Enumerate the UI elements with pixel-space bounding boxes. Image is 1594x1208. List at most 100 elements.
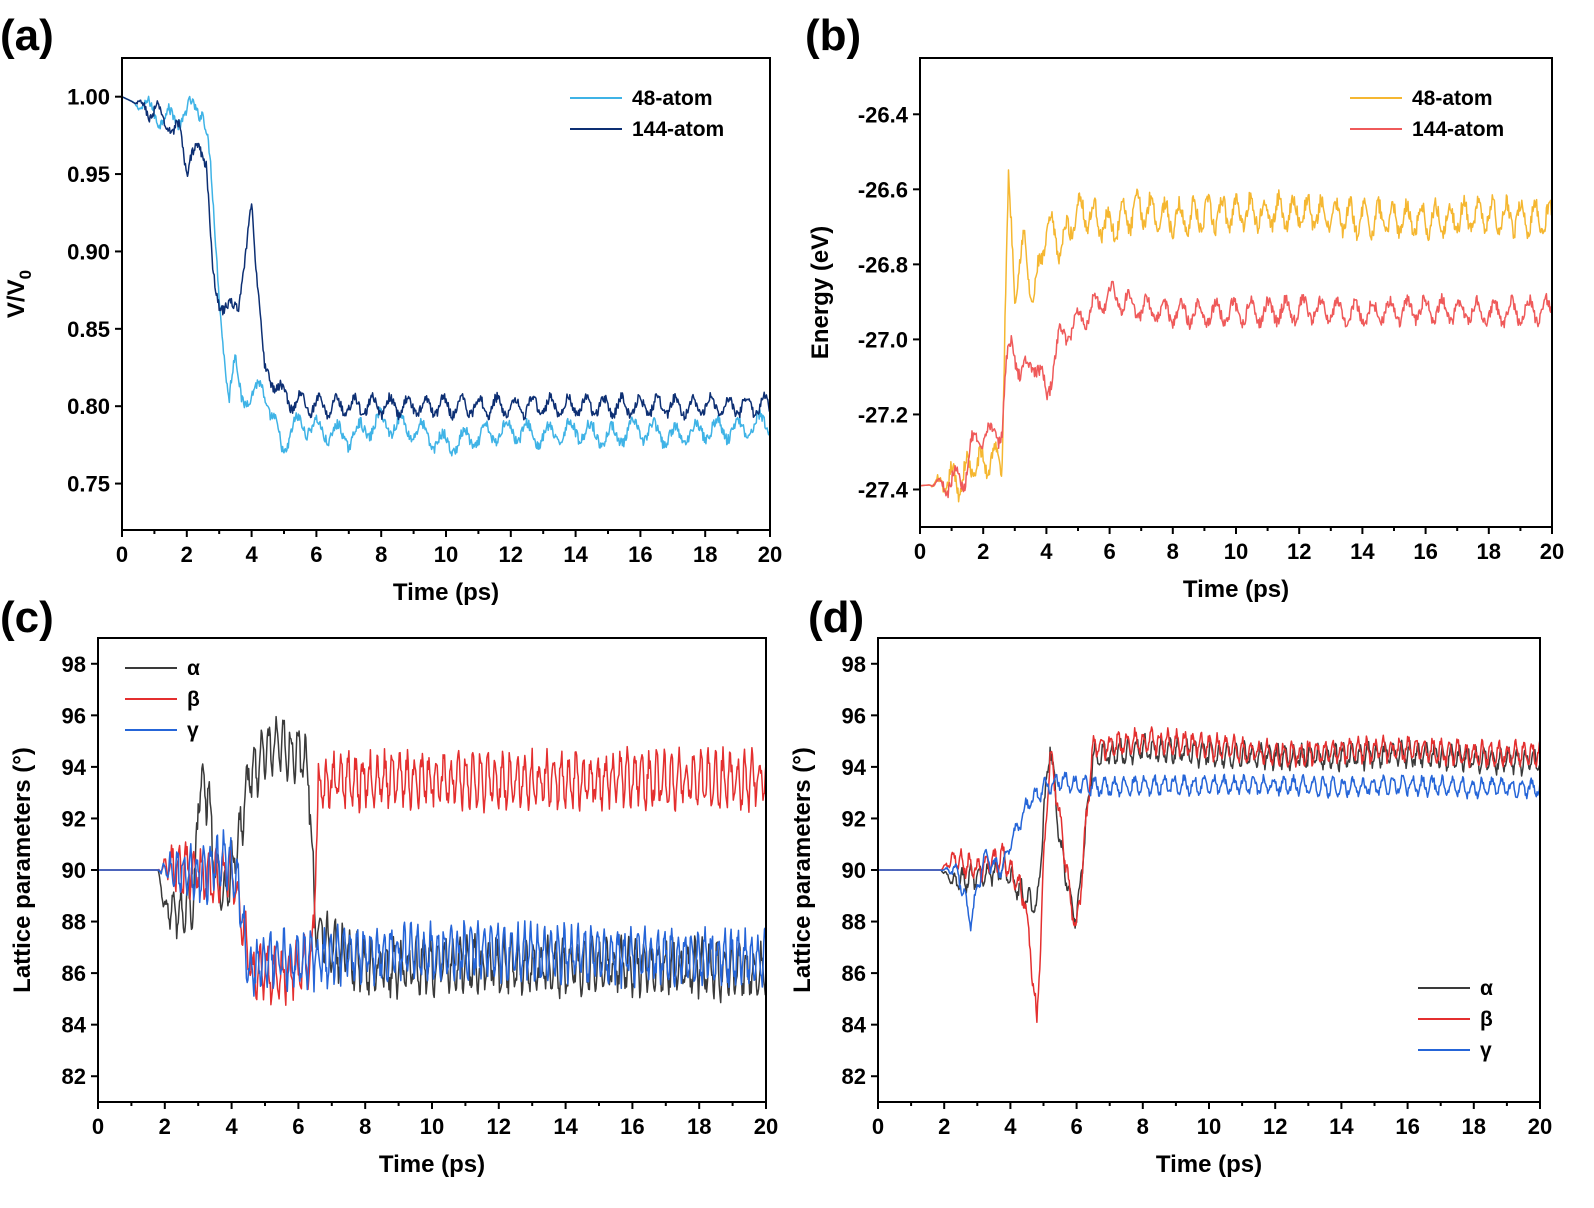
- x-tick-label: 6: [1103, 539, 1115, 564]
- y-axis-label: V/V0: [3, 270, 35, 318]
- panel-a: (a) 0 2 4 6 8 10 12 14 16 18 20 0.75 0.80 0.85 0.90 0.95…: [0, 11, 782, 606]
- legend: 48-atom 144-atom: [570, 87, 724, 141]
- panel-label: (b): [805, 11, 861, 60]
- axis-frame: [877, 637, 1541, 1103]
- series-line-1: [920, 169, 1552, 503]
- y-tick-label: 92: [842, 806, 866, 831]
- x-tick-label: 12: [487, 1114, 511, 1139]
- y-tick-label: 0.90: [67, 239, 110, 264]
- legend-label: α: [1480, 977, 1493, 1000]
- y-tick-label: 86: [842, 961, 866, 986]
- y-tick-label: 0.75: [67, 472, 110, 497]
- x-tick-label: 20: [1540, 539, 1564, 564]
- x-tick-label: 6: [292, 1114, 304, 1139]
- x-tick-label: 0: [872, 1114, 884, 1139]
- legend-label: γ: [187, 719, 199, 742]
- legend-label: β: [1480, 1008, 1493, 1031]
- series-line-2: [878, 726, 1540, 1024]
- x-tick-label: 4: [1040, 539, 1053, 564]
- x-tick-label: 12: [1263, 1114, 1287, 1139]
- x-tick-label: 8: [1137, 1114, 1149, 1139]
- legend-label: 48-atom: [1412, 87, 1493, 110]
- x-tick-label: 6: [310, 542, 322, 567]
- legend: αβγ: [125, 657, 200, 742]
- x-tick-label: 2: [181, 542, 193, 567]
- y-axis-label-subscript: 0: [16, 270, 35, 279]
- x-tick-label: 10: [1224, 539, 1248, 564]
- y-tick-label: 1.00: [67, 85, 110, 110]
- y-tick-label: 84: [842, 1013, 867, 1038]
- legend: αβγ: [1418, 977, 1493, 1062]
- series-line-1: [98, 715, 766, 1004]
- x-tick-label: 20: [1528, 1114, 1552, 1139]
- legend-label: β: [187, 688, 200, 711]
- x-tick-label: 6: [1070, 1114, 1082, 1139]
- x-tick-label: 12: [499, 542, 523, 567]
- y-tick-label: -27.0: [858, 327, 908, 352]
- x-tick-label: 18: [687, 1114, 711, 1139]
- legend-label: 144-atom: [1412, 118, 1504, 141]
- panel-c: (c) 0 2 4 6 8 10 12 14 16 18 20 82 84 86 88 90 92 94 96 98 Ti…: [0, 593, 778, 1178]
- y-tick-label: 96: [62, 703, 86, 728]
- y-tick-label: 0.95: [67, 162, 110, 187]
- x-tick-label: 20: [758, 542, 782, 567]
- x-tick-label: 16: [1395, 1114, 1419, 1139]
- y-tick-label: 90: [842, 858, 866, 883]
- y-tick-label: 0.80: [67, 394, 110, 419]
- x-tick-label: 4: [225, 1114, 238, 1139]
- series-group: [878, 726, 1540, 1024]
- x-axis-label: Time (ps): [393, 579, 499, 606]
- y-tick-label: 84: [62, 1013, 87, 1038]
- x-tick-label: 2: [977, 539, 989, 564]
- x-tick-label: 14: [1329, 1114, 1354, 1139]
- x-tick-label: 18: [693, 542, 717, 567]
- y-tick-label: -26.6: [858, 177, 908, 202]
- y-tick-label: 94: [842, 755, 867, 780]
- y-tick-label: 96: [842, 703, 866, 728]
- x-tick-label: 18: [1462, 1114, 1486, 1139]
- x-tick-label: 0: [116, 542, 128, 567]
- x-tick-label: 10: [1197, 1114, 1221, 1139]
- x-tick-label: 0: [914, 539, 926, 564]
- legend-label: 48-atom: [632, 87, 713, 110]
- y-tick-label: -27.4: [858, 477, 909, 502]
- x-axis-label: Time (ps): [1156, 1151, 1262, 1178]
- y-tick-label: 90: [62, 858, 86, 883]
- x-tick-label: 4: [1004, 1114, 1017, 1139]
- legend: 48-atom 144-atom: [1350, 87, 1504, 141]
- x-tick-label: 2: [938, 1114, 950, 1139]
- x-tick-label: 14: [563, 542, 588, 567]
- y-tick-label: 94: [62, 755, 87, 780]
- x-tick-label: 0: [92, 1114, 104, 1139]
- legend-label: γ: [1480, 1039, 1492, 1062]
- x-tick-label: 10: [420, 1114, 444, 1139]
- series-line-1: [122, 95, 770, 457]
- y-tick-label: 92: [62, 806, 86, 831]
- x-axis-label: Time (ps): [379, 1151, 485, 1178]
- y-tick-label: 98: [62, 652, 86, 677]
- y-tick-label: 88: [842, 910, 866, 935]
- x-tick-label: 16: [628, 542, 652, 567]
- y-axis-label: Lattice parameters (°): [9, 747, 36, 993]
- panel-label: (a): [0, 11, 54, 60]
- x-tick-label: 18: [1477, 539, 1501, 564]
- legend-label: α: [187, 657, 200, 680]
- y-tick-label: 0.85: [67, 317, 110, 342]
- series-group: [98, 715, 766, 1006]
- y-tick-label: 82: [842, 1064, 866, 1089]
- x-tick-label: 14: [1350, 539, 1375, 564]
- y-axis-label: Energy (eV): [807, 226, 834, 359]
- panel-label: (c): [0, 593, 54, 642]
- series-line-3: [878, 771, 1540, 932]
- series-line-2: [920, 280, 1552, 499]
- y-tick-label: -26.4: [858, 102, 909, 127]
- series-group: [920, 169, 1552, 503]
- x-tick-label: 8: [359, 1114, 371, 1139]
- legend-label: 144-atom: [632, 118, 724, 141]
- y-tick-label: 88: [62, 910, 86, 935]
- x-tick-label: 20: [754, 1114, 778, 1139]
- x-tick-label: 4: [245, 542, 258, 567]
- panel-d: (d) 0 2 4 6 8 10 12 14 16 18 20 82 84 86 88 90 92 94 96 98 Ti…: [789, 593, 1552, 1178]
- y-tick-label: 86: [62, 961, 86, 986]
